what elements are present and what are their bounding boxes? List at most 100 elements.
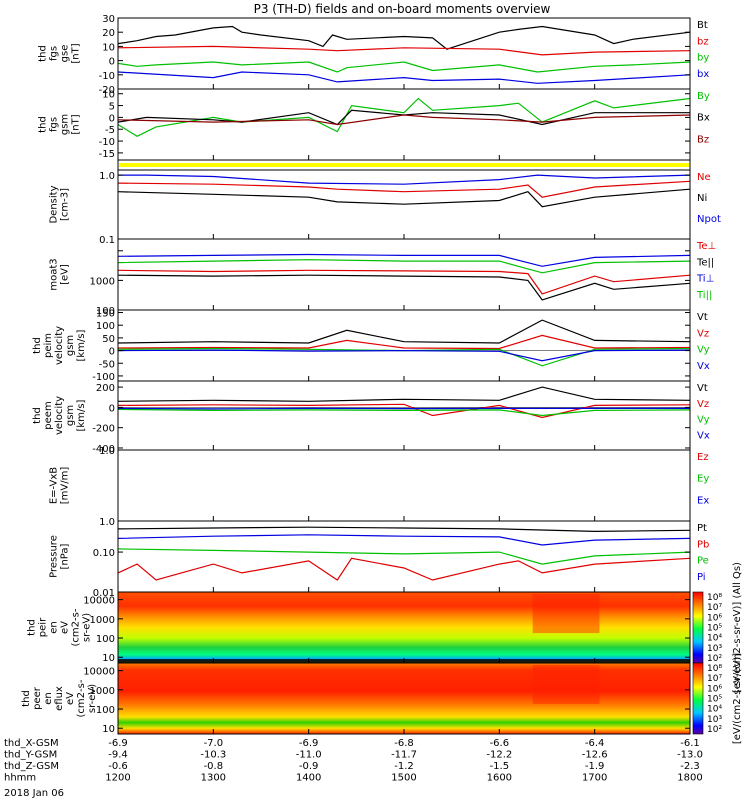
ylabel-p4-1: [eV] <box>60 264 71 285</box>
ytick-label-p10-0: 10 <box>102 724 115 735</box>
ylabel-p8-0: Pressure <box>49 535 60 578</box>
ytick-label-p6-1: -200 <box>92 424 115 435</box>
ylabel-p10-0: thd <box>21 690 32 707</box>
ytick-label-p9-1: 100 <box>96 634 115 645</box>
ytick-label-p2-0: -15 <box>99 149 115 160</box>
series-label-p6-2: Vy <box>697 415 710 426</box>
panel-bg-p6 <box>118 381 690 450</box>
series-line-p6-1 <box>117 403 691 419</box>
xaxis-value-3-5: 1700 <box>582 773 607 784</box>
series-label-p7-2: Ex <box>697 495 709 506</box>
ylabel-p1-3: [nT] <box>71 43 82 63</box>
series-line-p2-2 <box>117 114 691 126</box>
xaxis-value-1-5: -12.6 <box>582 750 608 761</box>
series-label-p8-3: Pi <box>697 572 706 583</box>
series-label-p3-2: Npot <box>697 214 721 225</box>
series-line-p6-3 <box>117 407 690 410</box>
colorbar-tick-0-4: 10⁴ <box>707 634 722 644</box>
colorbar-tick-0-6: 10² <box>707 654 722 664</box>
ytick-label-p4-0: 100 <box>96 306 115 317</box>
colorbar-tick-1-2: 10⁶ <box>707 684 722 694</box>
ylabel-p2-1: fgs <box>49 117 60 132</box>
ytick-label-p5-4: 100 <box>96 321 115 332</box>
xaxis-value-2-4: -1.5 <box>490 761 510 772</box>
series-line-p3-0 <box>117 180 691 198</box>
ytick-label-p3-0: 0.1 <box>99 235 115 246</box>
colorbar-tick-0-0: 10⁸ <box>707 593 722 603</box>
colorbar-tick-1-0: 10⁸ <box>707 664 722 674</box>
series-label-p8-1: Pb <box>697 539 709 550</box>
series-label-p8-2: Pe <box>697 556 709 567</box>
colorbar-tick-1-5: 10³ <box>707 715 722 725</box>
colorbar-tick-1-3: 10⁵ <box>707 695 722 705</box>
ylabel-p5-4: [km/s] <box>76 329 87 361</box>
series-label-p5-1: Vz <box>697 328 709 339</box>
ylabel-p9-0: thd <box>27 619 38 636</box>
xaxis-value-3-0: 1200 <box>105 773 130 784</box>
ytick-label-p8-0: 0.01 <box>93 588 115 599</box>
ylabel-p3-1: [cm-3] <box>60 188 71 221</box>
xaxis-value-3-2: 1400 <box>296 773 321 784</box>
series-label-p6-1: Vz <box>697 399 709 410</box>
xaxis-value-0-0: -6.9 <box>108 738 128 749</box>
xaxis-value-2-0: -0.6 <box>108 761 128 772</box>
series-line-p4-2 <box>117 253 691 267</box>
xaxis-value-0-3: -6.8 <box>394 738 414 749</box>
series-line-p4-3 <box>117 259 691 274</box>
series-line-p8-0 <box>117 526 691 533</box>
xaxis-value-1-2: -11.0 <box>296 750 322 761</box>
ytick-label-p10-2: 1000 <box>90 686 115 697</box>
xaxis-value-3-1: 1300 <box>201 773 226 784</box>
plot-title: P3 (TH-D) fields and on-board moments ov… <box>254 2 551 16</box>
series-label-p6-3: Vx <box>697 430 710 441</box>
ylabel-p5-2: velocity <box>54 326 65 365</box>
xaxis-row-label-2: thd_Z-GSM <box>4 761 59 772</box>
spectrogram-disturbance <box>532 594 600 634</box>
series-label-p7-1: Ey <box>697 474 709 485</box>
xaxis-value-2-1: -0.8 <box>204 761 224 772</box>
series-line-p2-0 <box>117 97 691 137</box>
series-line-p6-0 <box>117 386 691 402</box>
ylabel-p10-5: (cm2-s- <box>76 679 87 717</box>
series-label-p3-0: Ne <box>697 172 711 183</box>
ytick-label-p1-1: -10 <box>99 71 115 82</box>
ylabel-p3-0: Density <box>49 185 60 223</box>
panel-bg-p2 <box>118 89 690 160</box>
ytick-label-p2-4: 5 <box>109 102 115 113</box>
colorbar-0 <box>692 591 704 664</box>
xaxis-value-1-3: -11.7 <box>391 750 417 761</box>
xaxis-value-2-3: -1.2 <box>394 761 414 772</box>
ytick-label-p6-0: -400 <box>92 444 115 455</box>
series-label-p2-0: By <box>697 91 710 102</box>
ytick-label-p2-3: 0 <box>109 113 115 124</box>
colorbar-label-0: [eV/(cm2-s-sr-eV)] (All Qs) <box>732 562 743 693</box>
ytick-label-p1-5: 30 <box>102 14 115 25</box>
ylabel-p5-3: gsm <box>65 335 76 356</box>
ylabel-p5-1: peim <box>43 333 54 358</box>
ylabel-p10-3: eflux <box>54 686 65 711</box>
ylabel-p9-2: en <box>49 621 60 634</box>
xaxis-date: 2018 Jan 06 <box>4 788 64 799</box>
ytick-label-p2-1: -10 <box>99 137 115 148</box>
xaxis-value-0-1: -7.0 <box>204 738 224 749</box>
series-line-p1-0 <box>117 25 691 50</box>
colorbar-tick-0-1: 10⁷ <box>707 603 722 613</box>
ylabel-p1-1: fgs <box>49 46 60 61</box>
series-label-p2-1: Bx <box>697 113 710 124</box>
ylabel-p6-4: [km/s] <box>76 399 87 431</box>
ytick-label-p7-1: 1.0 <box>99 446 115 457</box>
series-label-p1-3: bx <box>697 69 709 80</box>
ytick-label-p6-2: 0 <box>109 403 115 414</box>
ytick-label-p10-3: 10000 <box>83 667 115 678</box>
ylabel-p6-0: thd <box>32 407 43 424</box>
xaxis-value-0-2: -6.9 <box>299 738 319 749</box>
xaxis-value-2-2: -0.9 <box>299 761 319 772</box>
ytick-label-p1-3: 10 <box>102 42 115 53</box>
series-label-p5-2: Vy <box>697 345 710 356</box>
series-line-p8-1 <box>117 557 691 581</box>
ytick-label-p9-2: 1000 <box>90 615 115 626</box>
flag-bar <box>119 163 689 167</box>
series-label-p4-1: Te|| <box>696 257 714 268</box>
series-line-p5-1 <box>117 334 691 350</box>
